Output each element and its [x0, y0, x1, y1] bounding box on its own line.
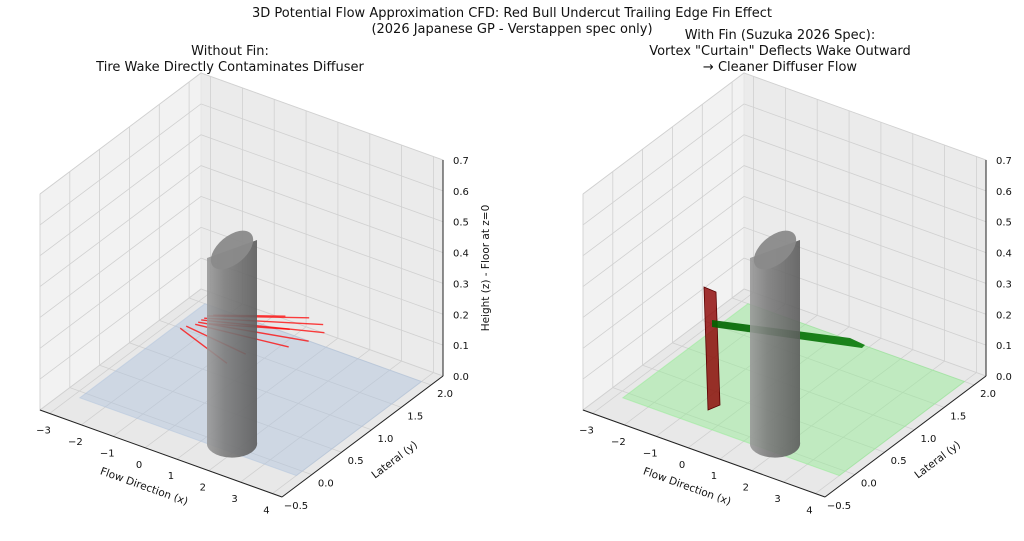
- z-tick-label: 0.3: [453, 279, 469, 290]
- fin: [703, 286, 721, 411]
- x-axis-label: Flow Direction (x): [641, 465, 732, 508]
- z-tick-label: 0.4: [996, 249, 1012, 260]
- x-tick-label: −3: [36, 425, 51, 436]
- x-tick-label: −1: [643, 448, 658, 459]
- grid-z: [39, 103, 444, 226]
- y-tick-label: 0.5: [891, 456, 907, 467]
- y-tick-label: 2.0: [437, 389, 453, 400]
- y-tick-label: 1.0: [377, 434, 393, 445]
- grid-z: [582, 134, 987, 257]
- z-tick-label: 0.0: [453, 372, 469, 383]
- y-tick-label: −0.5: [827, 501, 851, 512]
- z-tick-label: 0.2: [996, 310, 1012, 321]
- left-subplot-title: Without Fin: Tire Wake Directly Contamin…: [60, 44, 400, 76]
- tire-body: [750, 240, 801, 458]
- grid-z: [582, 165, 987, 287]
- grid-z: [39, 257, 444, 380]
- right-title-line3: → Cleaner Diffuser Flow: [702, 60, 858, 75]
- z-tick-label: 0.1: [996, 341, 1012, 352]
- gridlines: [39, 72, 444, 498]
- figure-title: 3D Potential Flow Approximation CFD: Red…: [252, 6, 772, 21]
- y-tick-label: 1.5: [407, 411, 423, 422]
- grid-z: [582, 72, 987, 195]
- right-title-line1: With Fin (Suzuka 2026 Spec):: [684, 28, 876, 43]
- y-tick-label: 1.0: [920, 434, 936, 445]
- grid-z: [39, 134, 444, 257]
- x-tick-label: 4: [806, 506, 812, 517]
- x-tick-label: 0: [136, 460, 142, 471]
- x-tick-label: −2: [611, 437, 626, 448]
- z-tick-label: 0.4: [453, 249, 469, 260]
- z-tick-label: 0.7: [996, 156, 1012, 167]
- y-axis-label: Lateral (y): [912, 439, 963, 481]
- z-tick-label: 0.6: [453, 187, 469, 198]
- x-tick-label: 4: [263, 506, 269, 517]
- grid-z: [582, 226, 987, 349]
- x-tick-label: 1: [168, 471, 174, 482]
- z-axis-label: Height (z) - Floor at z=0: [480, 205, 492, 332]
- y-tick-label: 0.0: [861, 479, 877, 490]
- grid-z: [582, 288, 987, 411]
- y-tick-label: 0.0: [318, 479, 334, 490]
- y-axis-label: Lateral (y): [369, 439, 420, 481]
- z-tick-label: 0.6: [996, 187, 1012, 198]
- tire-top: [753, 230, 797, 270]
- grid-z: [39, 195, 444, 318]
- tire-top: [210, 230, 254, 270]
- left-title-line1: Without Fin:: [191, 44, 269, 59]
- z-tick-label: 0.1: [453, 341, 469, 352]
- x-tick-label: 0: [679, 460, 685, 471]
- x-tick-label: 2: [200, 483, 206, 494]
- x-axis-line: [582, 409, 826, 498]
- x-tick-label: −2: [68, 437, 83, 448]
- x-tick-label: 2: [743, 483, 749, 494]
- grid-z: [39, 288, 444, 411]
- left-title-line2: Tire Wake Directly Contaminates Diffuser: [96, 60, 364, 75]
- x-tick-label: −3: [579, 425, 594, 436]
- y-axis-line: [824, 375, 987, 498]
- y-tick-label: 1.5: [950, 411, 966, 422]
- grid-z: [582, 103, 987, 226]
- tire-body: [207, 240, 258, 458]
- z-tick-label: 0.3: [996, 279, 1012, 290]
- x-axis-line: [39, 409, 283, 498]
- grid-z: [39, 165, 444, 287]
- y-tick-label: 2.0: [980, 389, 996, 400]
- figure-subtitle: (2026 Japanese GP - Verstappen spec only…: [371, 22, 653, 37]
- x-tick-label: −1: [100, 448, 115, 459]
- z-tick-label: 0.0: [996, 372, 1012, 383]
- y-tick-label: 0.5: [348, 456, 364, 467]
- x-axis-label: Flow Direction (x): [98, 465, 189, 508]
- z-tick-label: 0.5: [453, 218, 469, 229]
- grid-z: [39, 226, 444, 349]
- y-tick-label: −0.5: [284, 501, 308, 512]
- z-tick-label: 0.2: [453, 310, 469, 321]
- x-tick-label: 3: [774, 494, 780, 505]
- right-subplot-title: With Fin (Suzuka 2026 Spec): Vortex "Cur…: [610, 28, 950, 76]
- grid-z: [582, 195, 987, 318]
- z-tick-label: 0.5: [996, 218, 1012, 229]
- z-tick-label: 0.7: [453, 156, 469, 167]
- right-title-line2: Vortex "Curtain" Deflects Wake Outward: [649, 44, 911, 59]
- grid-z: [39, 72, 444, 195]
- grid-z: [582, 257, 987, 380]
- x-tick-label: 3: [231, 494, 237, 505]
- y-axis-line: [281, 375, 444, 498]
- x-tick-label: 1: [711, 471, 717, 482]
